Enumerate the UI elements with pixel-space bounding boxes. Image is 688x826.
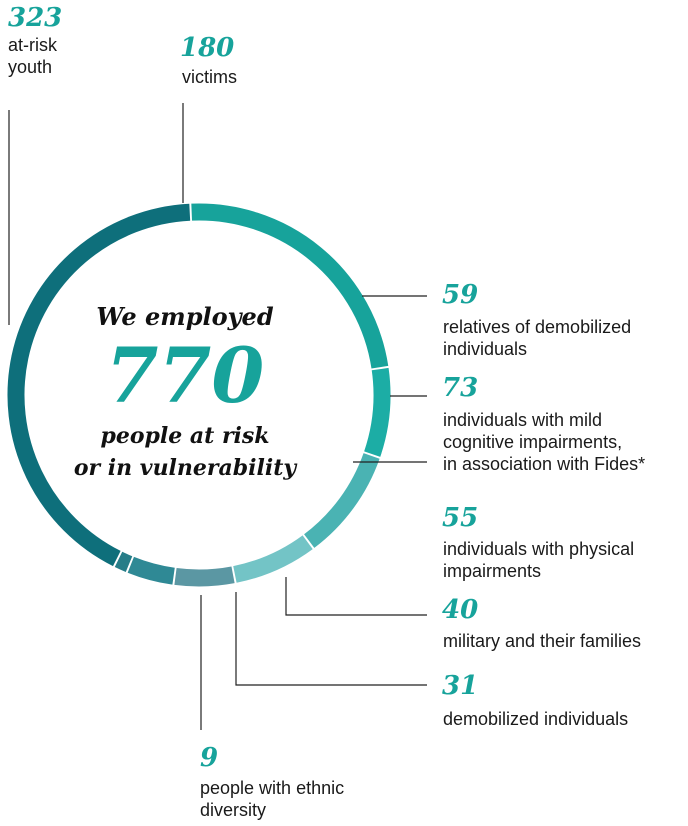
leader-line-military <box>285 577 427 616</box>
value-label-youth: 323 <box>8 3 63 33</box>
category-label-cognitive-line-3: in association with Fides* <box>443 454 646 474</box>
center-line-2: people at risk <box>100 423 270 449</box>
category-label-relatives: relatives of demobilized individuals <box>443 316 631 360</box>
category-label-cognitive: individuals with mild cognitive impairme… <box>443 409 645 475</box>
donut-segment-individuals <box>303 452 380 548</box>
donut-segment-atrisk <box>7 203 191 567</box>
category-label-relatives-line-1: relatives of demobilized <box>443 317 632 337</box>
donut-segment-victims <box>191 203 389 369</box>
category-label-youth: at-risk youth <box>8 34 57 78</box>
category-label-cognitive-line-1: individuals with mild <box>443 410 603 430</box>
category-label-youth-line-1: at-risk <box>8 35 57 55</box>
center-line-3: or in vulnerability <box>73 455 297 481</box>
value-label-physical: 55 <box>442 503 479 533</box>
category-label-relatives-line-2: individuals <box>443 339 528 359</box>
value-label-demobilized: 31 <box>442 671 479 701</box>
donut-segments <box>7 203 391 587</box>
donut-segment-demobilized <box>127 556 175 585</box>
donut-segment-military <box>174 566 235 587</box>
leader-lines <box>8 103 427 730</box>
center-caption: We employed 770 people at risk or in vul… <box>40 300 330 484</box>
value-label-victims: 180 <box>180 33 235 63</box>
value-label-ethnic: 9 <box>200 743 219 773</box>
category-label-victims: victims <box>182 67 237 87</box>
category-label-demobilized: demobilized individuals <box>443 709 629 729</box>
category-label-physical: individuals with physical impairments <box>443 538 634 582</box>
value-label-relatives: 59 <box>442 280 479 310</box>
category-label-physical-line-1: individuals with physical <box>443 539 635 559</box>
donut-segment-relatives <box>364 367 391 457</box>
category-label-youth-line-2: youth <box>8 57 53 77</box>
category-label-military: military and their families <box>443 631 642 651</box>
category-label-physical-line-2: impairments <box>443 561 542 581</box>
category-label-ethnic-line-2: diversity <box>200 800 267 820</box>
center-line-1: We employed <box>96 302 274 331</box>
donut-segment-people <box>114 551 133 572</box>
category-label-cognitive-line-2: cognitive impairments, <box>443 432 623 452</box>
center-total: 770 <box>105 331 265 420</box>
value-label-cognitive: 73 <box>442 373 479 403</box>
leader-line-demobilized <box>235 592 427 686</box>
value-label-military: 40 <box>442 595 479 625</box>
category-label-ethnic: people with ethnic diversity <box>200 777 344 821</box>
donut-segment-individuals <box>233 535 313 583</box>
category-label-ethnic-line-1: people with ethnic <box>200 778 345 798</box>
